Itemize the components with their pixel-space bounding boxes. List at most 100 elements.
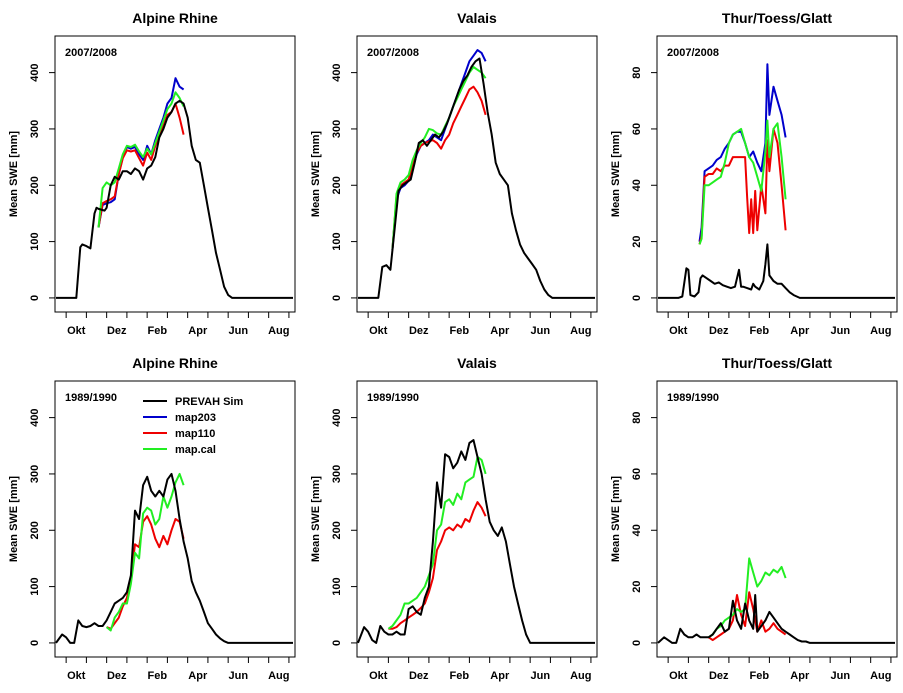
y-axis-label: Mean SWE [mm] <box>610 476 622 563</box>
y-tick-label: 80 <box>631 66 643 78</box>
x-tick-label: Feb <box>449 670 469 682</box>
plot-frame <box>54 380 296 658</box>
panel-2: Valais 2007/2008 Mean SWE [mm] 0 100 200 300 40… <box>310 10 598 337</box>
y-tick-label: 40 <box>631 179 643 191</box>
x-tick-label: Apr <box>490 325 510 337</box>
y-tick-label: 200 <box>29 521 41 539</box>
x-tick-label: Apr <box>790 670 810 682</box>
series-line-prevah-sim <box>358 57 595 299</box>
panel-6: Thur/Toess/Glatt 1989/1990 Mean SWE [mm] 0 2… <box>610 355 898 682</box>
x-tick-label: Apr <box>790 325 810 337</box>
legend-label: map203 <box>175 412 216 424</box>
y-tick-label: 40 <box>631 524 643 536</box>
y-tick-label: 300 <box>29 120 41 138</box>
series-line-prevah-sim <box>658 243 895 299</box>
y-tick-label: 300 <box>29 465 41 483</box>
series-line-map-cal <box>391 66 487 251</box>
legend-label: PREVAH Sim <box>175 396 243 408</box>
x-tick-label: Dez <box>107 325 127 337</box>
series-line-map203 <box>97 77 185 228</box>
series-line-map-cal <box>387 456 487 630</box>
chart-title: Thur/Toess/Glatt <box>722 355 833 371</box>
x-tick-label: Jun <box>229 670 249 682</box>
x-tick-label: Feb <box>147 670 167 682</box>
x-tick-label: Aug <box>870 670 891 682</box>
series-line-map110 <box>391 85 487 251</box>
y-axis-label: Mean SWE [mm] <box>310 131 322 218</box>
y-tick-label: 200 <box>331 176 343 194</box>
x-tick-label: Jun <box>531 670 551 682</box>
series-line-map110 <box>698 127 787 245</box>
season-label: 1989/1990 <box>367 392 419 404</box>
x-tick-label: Aug <box>570 670 591 682</box>
x-tick-label: Dez <box>409 670 429 682</box>
series-line-prevah-sim <box>657 594 895 644</box>
x-tick-label: Aug <box>268 325 289 337</box>
x-tick-label: Apr <box>188 325 208 337</box>
plot-frame <box>54 35 296 313</box>
series-line-map110 <box>708 591 787 642</box>
y-tick-label: 300 <box>331 465 343 483</box>
panel-5: Valais 1989/1990 Mean SWE [mm] 0 100 200 300 40… <box>310 355 598 682</box>
y-tick-label: 400 <box>331 63 343 81</box>
x-tick-label: Okt <box>669 670 688 682</box>
x-tick-label: Okt <box>67 325 86 337</box>
y-tick-label: 0 <box>631 640 643 646</box>
y-tick-label: 20 <box>631 580 643 592</box>
y-tick-label: 200 <box>331 521 343 539</box>
plot-frame <box>356 35 598 313</box>
series-line-map203 <box>391 49 487 251</box>
legend-label: map.cal <box>175 444 216 456</box>
chart-title: Thur/Toess/Glatt <box>722 10 833 26</box>
x-tick-label: Feb <box>147 325 167 337</box>
y-axis-label: Mean SWE [mm] <box>8 476 20 563</box>
y-tick-label: 100 <box>29 232 41 250</box>
x-tick-label: Jun <box>531 325 551 337</box>
legend: PREVAH Sim map203 map110 map.cal <box>143 396 243 456</box>
y-tick-label: 100 <box>331 577 343 595</box>
x-tick-label: Okt <box>369 325 388 337</box>
y-tick-label: 400 <box>29 63 41 81</box>
x-tick-label: Feb <box>449 325 469 337</box>
chart-title: Alpine Rhine <box>132 355 218 371</box>
y-axis-label: Mean SWE [mm] <box>310 476 322 563</box>
x-tick-label: Dez <box>709 325 729 337</box>
legend-label: map110 <box>175 428 215 440</box>
x-tick-label: Jun <box>831 325 851 337</box>
y-tick-label: 60 <box>631 468 643 480</box>
series-line-map203 <box>698 63 787 242</box>
x-tick-label: Aug <box>268 670 289 682</box>
y-tick-label: 80 <box>631 411 643 423</box>
y-axis-label: Mean SWE [mm] <box>610 131 622 218</box>
y-tick-label: 400 <box>29 408 41 426</box>
series-line-prevah-sim <box>55 472 293 644</box>
x-tick-label: Apr <box>490 670 510 682</box>
plot-frame <box>656 35 898 313</box>
plot-frame <box>656 380 898 658</box>
x-tick-label: Jun <box>831 670 851 682</box>
series-line-prevah-sim <box>56 99 293 299</box>
panel-1: Alpine Rhine 2007/2008 Mean SWE [mm] 0 100 20… <box>8 10 296 337</box>
y-tick-label: 0 <box>29 295 41 301</box>
y-tick-label: 0 <box>29 640 41 646</box>
x-tick-label: Okt <box>369 670 388 682</box>
x-tick-label: Feb <box>749 325 769 337</box>
x-tick-label: Okt <box>67 670 86 682</box>
y-tick-label: 60 <box>631 123 643 135</box>
panel-3: Thur/Toess/Glatt 2007/2008 Mean SWE [mm] 0 2… <box>610 10 898 337</box>
x-tick-label: Okt <box>669 325 688 337</box>
x-tick-label: Aug <box>870 325 891 337</box>
y-axis-label: Mean SWE [mm] <box>8 131 20 218</box>
series-line-map-cal <box>97 91 185 228</box>
y-tick-label: 200 <box>29 176 41 194</box>
season-label: 2007/2008 <box>667 47 719 59</box>
series-line-map110 <box>106 515 185 630</box>
chart-title: Alpine Rhine <box>132 10 218 26</box>
x-tick-label: Dez <box>107 670 127 682</box>
series-line-map-cal <box>105 472 185 632</box>
series-line-prevah-sim <box>357 439 595 644</box>
y-tick-label: 300 <box>331 120 343 138</box>
season-label: 1989/1990 <box>65 392 117 404</box>
chart-title: Valais <box>457 10 497 26</box>
